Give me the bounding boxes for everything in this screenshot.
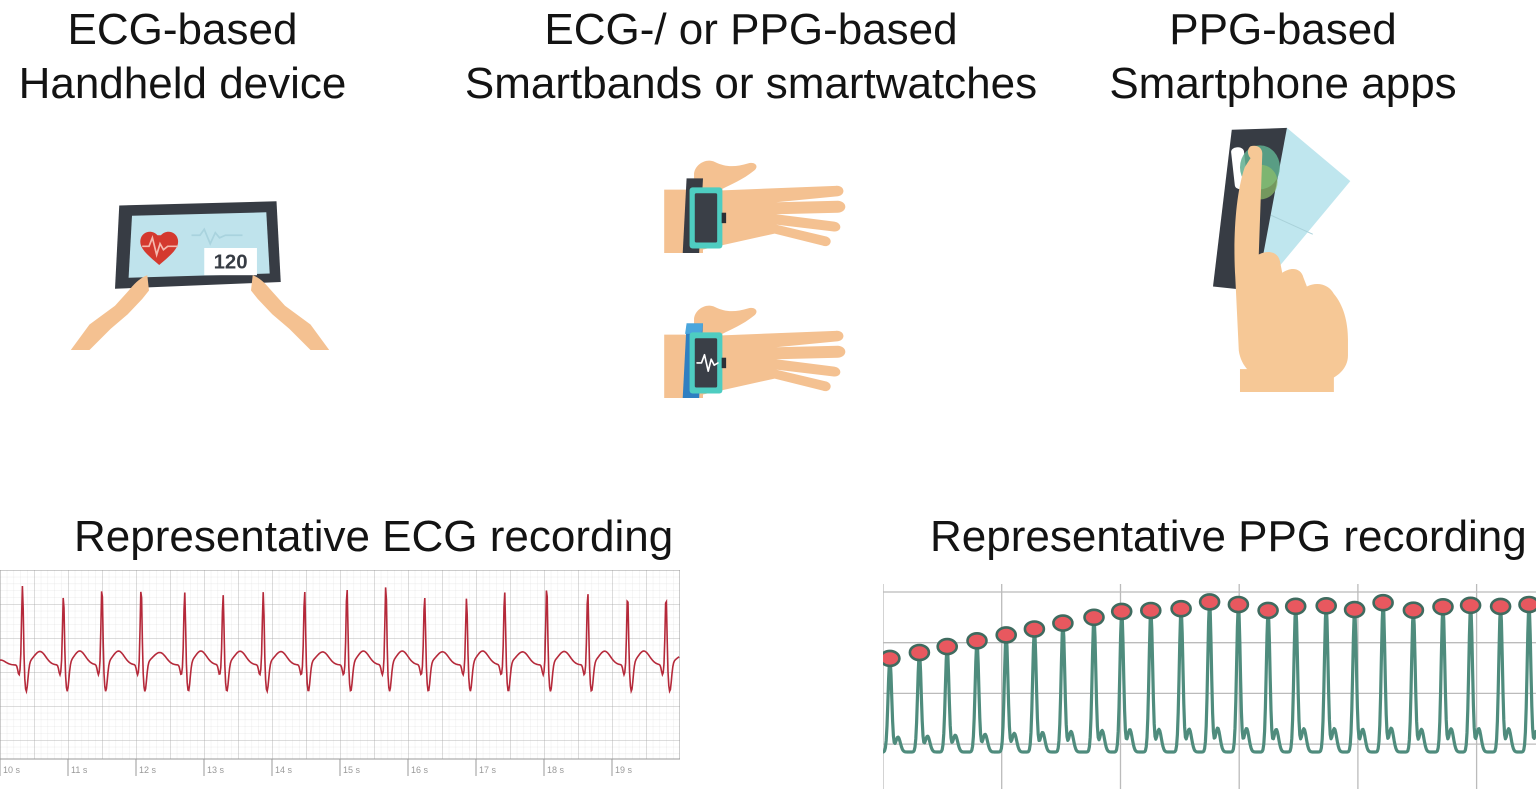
svg-text:16 s: 16 s [411, 765, 429, 775]
svg-text:11 s: 11 s [71, 765, 88, 775]
svg-text:12 s: 12 s [139, 765, 157, 775]
svg-text:17 s: 17 s [479, 765, 497, 775]
svg-text:120: 120 [214, 251, 248, 273]
svg-text:15 s: 15 s [343, 765, 361, 775]
svg-text:13 s: 13 s [207, 765, 225, 775]
svg-text:10 s: 10 s [3, 765, 21, 775]
svg-text:18 s: 18 s [547, 765, 565, 775]
svg-text:14 s: 14 s [275, 765, 293, 775]
svg-text:19 s: 19 s [615, 765, 633, 775]
